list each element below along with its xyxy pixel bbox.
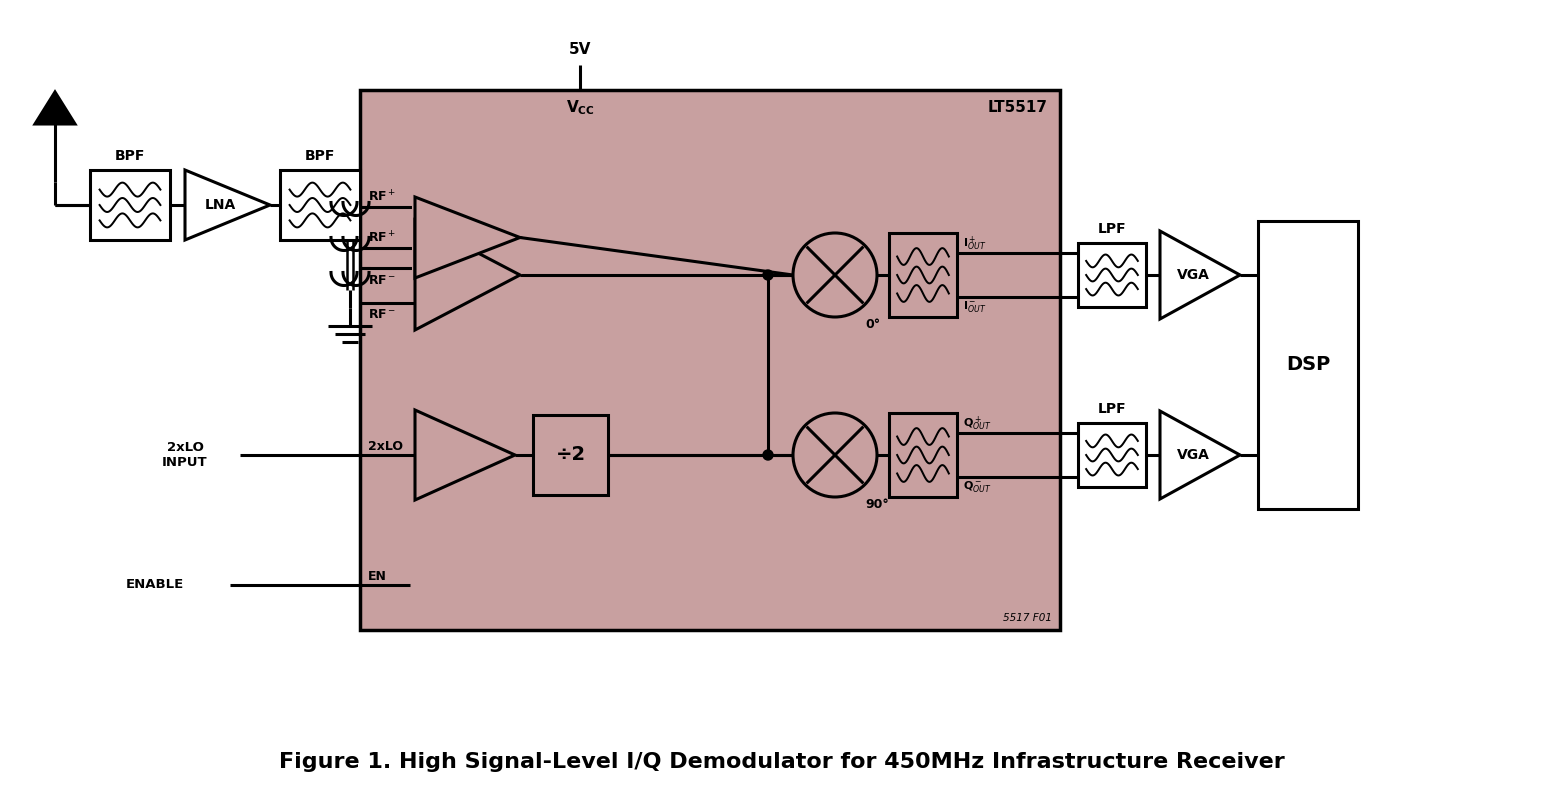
Polygon shape [415,220,520,330]
Text: EN: EN [368,569,387,582]
Bar [1078,423,1146,487]
Text: I$_{OUT}^-$: I$_{OUT}^-$ [962,298,986,314]
Polygon shape [1160,231,1239,319]
Text: LPF: LPF [1097,402,1127,416]
Text: ENABLE: ENABLE [125,578,185,592]
Text: 0°: 0° [865,318,880,331]
Text: BPF: BPF [114,149,146,163]
Text: LPF: LPF [1097,222,1127,236]
Text: LT5517: LT5517 [988,100,1049,115]
Bar [91,170,171,240]
Text: RF$^-$: RF$^-$ [368,308,396,321]
Polygon shape [415,410,515,500]
Text: ÷2: ÷2 [556,445,585,464]
Circle shape [793,233,876,317]
Text: 2xLO
INPUT: 2xLO INPUT [163,441,208,469]
Text: VGA: VGA [1177,448,1210,462]
Circle shape [764,450,773,460]
Bar [534,415,607,495]
Bar [1258,221,1358,509]
Polygon shape [34,92,75,124]
Bar [889,233,958,317]
Text: DSP: DSP [1286,355,1330,375]
Text: RF$^+$: RF$^+$ [368,189,396,205]
Text: RF$^+$: RF$^+$ [368,230,396,245]
Bar [413,202,520,273]
Text: Figure 1. High Signal-Level I/Q Demodulator for 450MHz Infrastructure Receiver: Figure 1. High Signal-Level I/Q Demodula… [279,752,1285,772]
Bar [1078,243,1146,307]
Bar [360,90,1060,630]
Text: 2xLO: 2xLO [368,439,404,452]
Text: VGA: VGA [1177,268,1210,282]
Circle shape [764,270,773,280]
Text: Q$_{OUT}^+$: Q$_{OUT}^+$ [962,415,992,433]
Text: 5V: 5V [568,43,592,58]
Circle shape [793,413,876,497]
Text: 90°: 90° [865,499,889,512]
Polygon shape [415,197,520,278]
Polygon shape [1160,411,1239,499]
Text: BPF: BPF [305,149,335,163]
Text: LNA: LNA [205,198,236,212]
Bar [280,170,360,240]
Text: RF$^-$: RF$^-$ [368,273,396,286]
Text: Q$_{OUT}^-$: Q$_{OUT}^-$ [962,479,992,493]
Bar [889,413,958,497]
Text: 5517 F01: 5517 F01 [1003,613,1052,623]
Polygon shape [185,170,271,240]
Text: V$_{\mathregular{CC}}$: V$_{\mathregular{CC}}$ [565,99,595,117]
Text: I$_{OUT}^+$: I$_{OUT}^+$ [962,235,986,253]
